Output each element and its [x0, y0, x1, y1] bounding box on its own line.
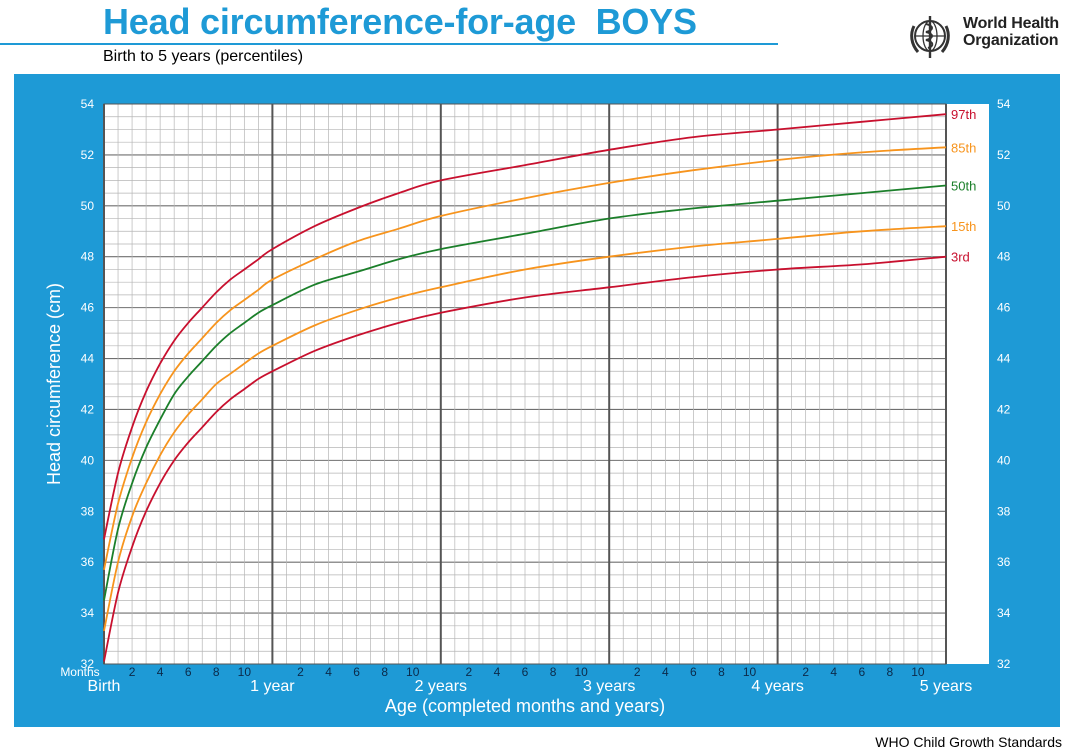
x-month-tick-label: 8 — [718, 665, 725, 679]
y-tick-label-left: 50 — [81, 199, 95, 213]
y-tick-label-left: 34 — [81, 606, 95, 620]
y-tick-label-right: 32 — [997, 657, 1011, 671]
y-tick-label-left: 48 — [81, 250, 95, 264]
x-month-tick-label: 4 — [494, 665, 501, 679]
x-year-label: 5 years — [920, 678, 972, 695]
x-month-tick-label: 8 — [381, 665, 388, 679]
percentile-curve-85th — [103, 146, 947, 570]
y-tick-label-right: 52 — [997, 148, 1011, 162]
y-tick-label-left: 46 — [81, 301, 95, 315]
x-month-tick-label: 10 — [574, 665, 588, 679]
y-tick-label-right: 50 — [997, 199, 1011, 213]
series-label-15th: 15th — [951, 219, 976, 234]
x-month-tick-label: 6 — [522, 665, 529, 679]
x-year-label: 2 years — [415, 678, 467, 695]
series-label-3rd: 3rd — [951, 250, 970, 265]
y-tick-label-left: 36 — [81, 555, 95, 569]
x-month-tick-label: 8 — [213, 665, 220, 679]
x-month-tick-label: 6 — [353, 665, 360, 679]
x-month-tick-label: 6 — [185, 665, 192, 679]
series-label-85th: 85th — [951, 140, 976, 155]
y-tick-label-right: 34 — [997, 606, 1011, 620]
y-tick-label-right: 46 — [997, 301, 1011, 315]
x-month-tick-label: 4 — [157, 665, 164, 679]
y-tick-label-right: 40 — [997, 453, 1011, 467]
series-label-97th: 97th — [951, 107, 976, 122]
y-tick-label-right: 54 — [997, 97, 1011, 111]
x-month-tick-label: 2 — [129, 665, 136, 679]
page-subtitle: Birth to 5 years (percentiles) — [103, 48, 304, 65]
y-tick-label-left: 42 — [81, 402, 95, 416]
x-year-label: 3 years — [583, 678, 635, 695]
x-month-tick-label: 2 — [297, 665, 304, 679]
x-month-tick-label: 10 — [911, 665, 925, 679]
y-tick-label-left: 40 — [81, 453, 95, 467]
y-tick-label-right: 38 — [997, 504, 1011, 518]
x-year-label: Birth — [88, 678, 121, 695]
y-tick-label-left: 38 — [81, 504, 95, 518]
x-axis-title: Age (completed months and years) — [385, 696, 665, 716]
org-name-line1: World Health — [963, 15, 1059, 32]
percentile-curve-3rd — [103, 255, 947, 662]
x-month-tick-label: 10 — [406, 665, 420, 679]
y-tick-label-left: 44 — [81, 352, 95, 366]
footer-note: WHO Child Growth Standards — [875, 734, 1062, 750]
x-year-label: 1 year — [250, 678, 295, 695]
y-tick-label-left: 32 — [81, 657, 95, 671]
x-month-tick-label: 4 — [830, 665, 837, 679]
page-title: Head circumference-for-age BOYS — [103, 1, 697, 42]
x-month-tick-label: 4 — [325, 665, 332, 679]
y-axis-title: Head circumference (cm) — [44, 283, 64, 485]
title-underline — [0, 43, 778, 45]
x-unit-label: Months — [60, 665, 99, 679]
x-month-tick-label: 6 — [858, 665, 865, 679]
x-month-tick-label: 4 — [662, 665, 669, 679]
x-month-tick-label: 2 — [634, 665, 641, 679]
who-emblem-icon — [910, 16, 950, 58]
x-month-tick-label: 10 — [743, 665, 757, 679]
y-tick-label-left: 54 — [81, 97, 95, 111]
y-tick-label-right: 42 — [997, 402, 1011, 416]
y-tick-label-right: 36 — [997, 555, 1011, 569]
chart-panel: 32 32 34 34 36 36 38 38 40 40 42 42 44 44 46 46 48 48 50 50… — [14, 74, 1060, 727]
plot-border — [103, 103, 947, 665]
percentile-curve-15th — [103, 225, 947, 632]
x-month-tick-label: 2 — [466, 665, 473, 679]
x-month-tick-label: 8 — [550, 665, 557, 679]
y-tick-label-right: 48 — [997, 250, 1011, 264]
y-tick-label-right: 44 — [997, 352, 1011, 366]
x-month-tick-label: 8 — [887, 665, 894, 679]
org-name: World Health Organization — [963, 15, 1059, 49]
y-tick-label-left: 52 — [81, 148, 95, 162]
org-name-line2: Organization — [963, 32, 1059, 49]
percentile-curve-97th — [103, 113, 947, 540]
series-label-50th: 50th — [951, 178, 976, 193]
x-month-tick-label: 10 — [238, 665, 252, 679]
x-month-tick-label: 6 — [690, 665, 697, 679]
x-month-tick-label: 2 — [802, 665, 809, 679]
x-year-label: 4 years — [751, 678, 803, 695]
percentile-curve-50th — [103, 184, 947, 601]
